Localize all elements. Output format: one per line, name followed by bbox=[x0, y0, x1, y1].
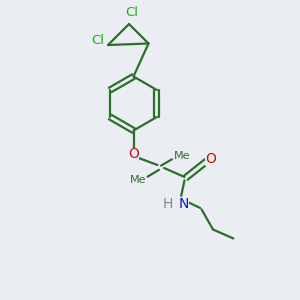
Text: Cl: Cl bbox=[91, 34, 104, 47]
Text: Me: Me bbox=[130, 175, 146, 185]
Text: Me: Me bbox=[174, 151, 190, 161]
Text: O: O bbox=[128, 148, 139, 161]
Text: Cl: Cl bbox=[125, 6, 139, 19]
Text: H: H bbox=[163, 197, 173, 211]
Text: N: N bbox=[178, 197, 189, 211]
Text: O: O bbox=[206, 152, 216, 166]
